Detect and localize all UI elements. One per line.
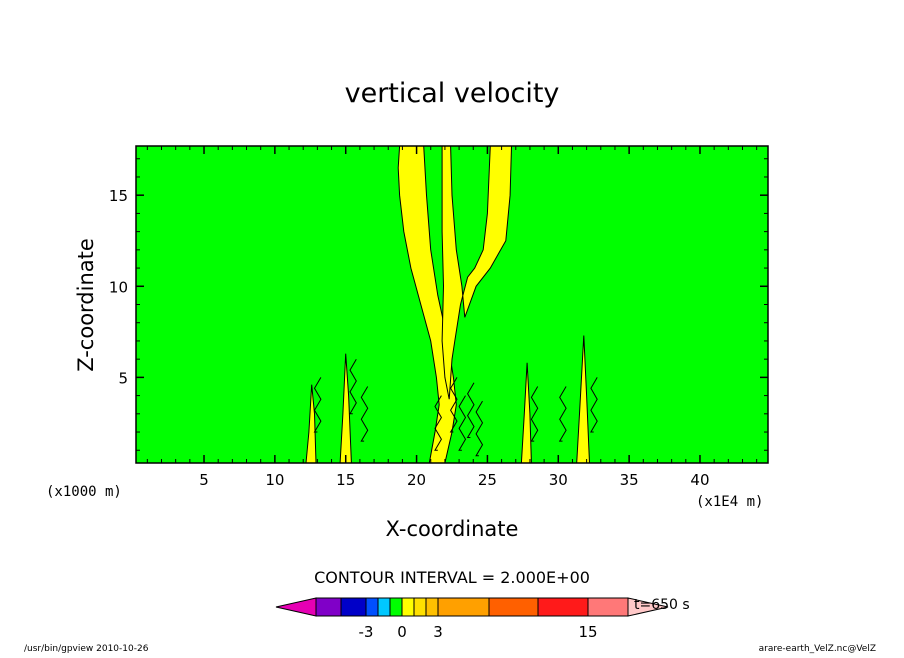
legend-swatch-3 [340,597,367,617]
y-tick-label-10: 10 [109,278,128,296]
legend-swatch-7 [401,597,415,617]
chart-title: vertical velocity [345,78,560,109]
contour-line-7 [466,382,475,438]
contour-line-8 [475,400,484,457]
color-legend: -3 0 3 15 [275,597,669,641]
legend-swatch-8 [413,597,427,617]
contour-lines [313,358,598,457]
x-tick-label-30: 30 [549,471,568,489]
legend-swatch-2 [315,597,342,617]
x-axis-label: X-coordinate [386,517,519,541]
legend-label-3: 3 [433,623,443,641]
x-tick-label-5: 5 [199,471,209,489]
y-axis-ticks: 5 10 15 [109,158,768,451]
legend-swatch-14 [627,597,669,617]
legend-swatch-9 [425,597,439,617]
legend-swatch-4 [365,597,379,617]
contour-line-11 [590,377,598,433]
contour-line-9 [530,386,539,442]
contour-line-4 [434,395,442,451]
legend-swatch-11 [488,597,539,617]
x-tick-label-40: 40 [690,471,709,489]
x-tick-label-25: 25 [478,471,497,489]
legend-swatch-6 [389,597,403,617]
legend-label-2: 0 [397,623,407,641]
legend-swatch-1 [275,597,317,617]
updraft-regions [305,145,591,464]
x-unit-right: (x1E4 m) [696,494,763,510]
legend-swatch-10 [437,597,490,617]
contour-line-6 [458,395,467,451]
x-unit-left: (x1000 m) [46,484,122,500]
y-tick-label-15: 15 [109,187,128,205]
contour-line-5 [449,377,458,433]
x-axis-ticks: 5 10 15 20 25 30 35 40 [146,146,758,489]
x-tick-label-10: 10 [265,471,284,489]
legend-swatch-12 [537,597,589,617]
legend-time-label: t=650 s [634,597,690,613]
contour-line-3 [360,386,369,442]
x-tick-label-15: 15 [336,471,355,489]
y-tick-label-5: 5 [118,369,128,387]
footer-right: arare-earth_VelZ.nc@VelZ [759,644,876,654]
legend-swatch-13 [587,597,629,617]
footer-left: /usr/bin/gpview 2010-10-26 [24,644,149,654]
contour-line-2 [349,358,357,415]
legend-label-4: 15 [578,623,597,641]
contour-interval: CONTOUR INTERVAL = 2.000E+00 [314,568,590,587]
legend-swatch-5 [377,597,391,617]
contour-line-10 [558,386,567,442]
contour-line-1 [313,377,322,433]
legend-label-1: -3 [359,623,374,641]
updraft-region-2 [441,145,513,400]
x-tick-label-35: 35 [620,471,639,489]
x-tick-label-20: 20 [407,471,426,489]
y-axis-label: Z-coordinate [74,238,98,372]
